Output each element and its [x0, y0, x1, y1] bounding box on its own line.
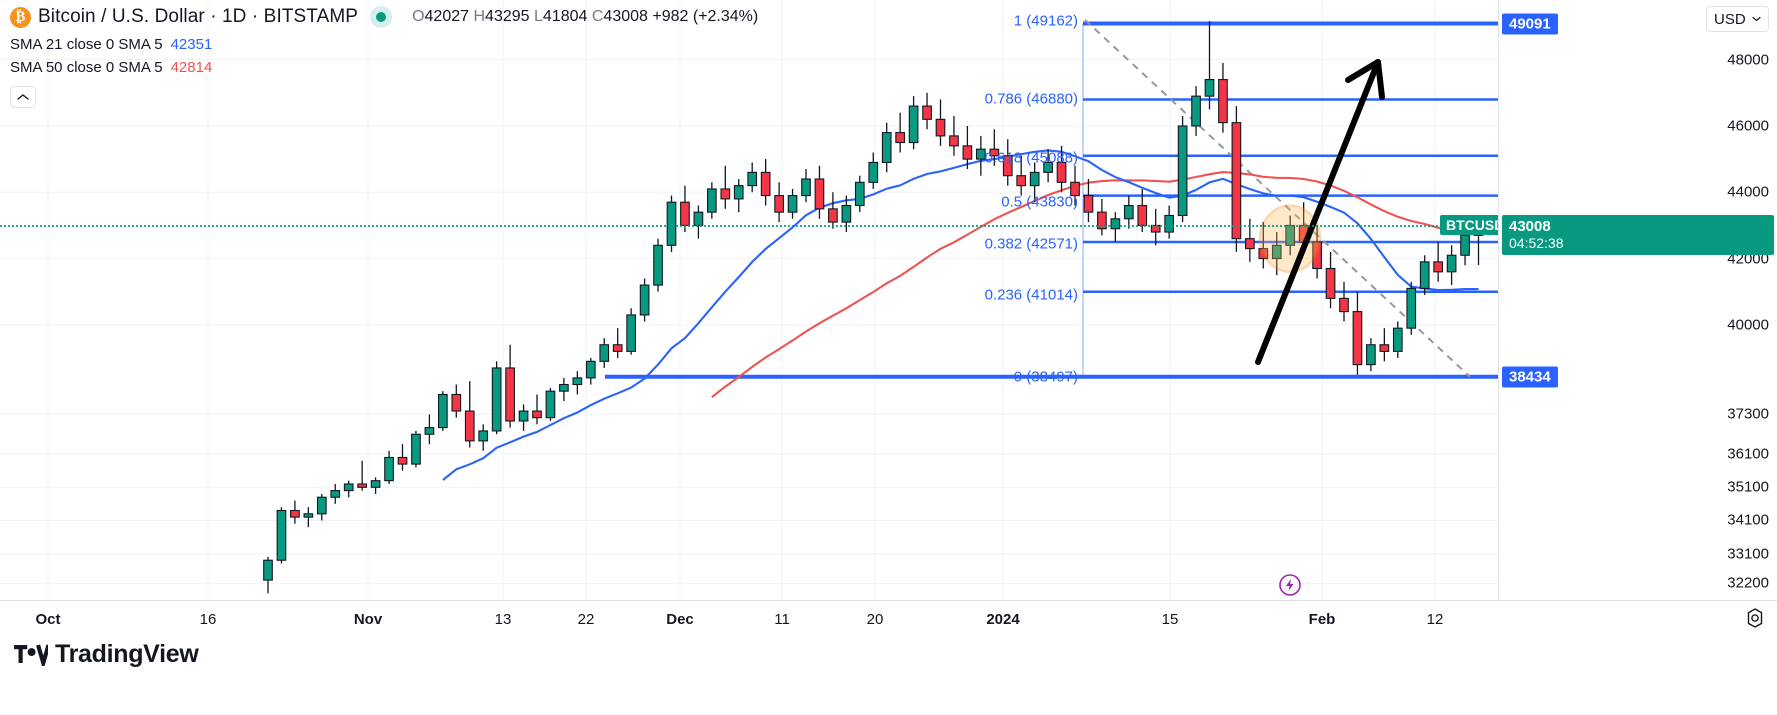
live-price-line [0, 225, 1498, 228]
price-tick: 34100 [1727, 511, 1769, 529]
price-scale[interactable]: 48000 46000 44000 42000 40000 37300 36100 35100… [1498, 0, 1777, 600]
indicator-sma-50[interactable]: SMA 50 close 0 SMA 5 42814 [10, 59, 758, 76]
indicator-sma-21[interactable]: SMA 21 close 0 SMA 5 42351 [10, 36, 758, 53]
price-tick: 36100 [1727, 445, 1769, 463]
chevron-down-icon [1752, 16, 1761, 22]
time-scale[interactable]: Oct 16 Nov 13 22 Dec 11 20 2024 15 Feb 12 [0, 600, 1777, 637]
fib-level-label: 1 (49162) [1013, 12, 1078, 30]
close-label: C [591, 8, 604, 25]
time-tick: Dec [666, 611, 694, 628]
chart-legend: ₿ Bitcoin / U.S. Dollar · 1D · BITSTAMP … [10, 4, 758, 76]
tradingview-logo-icon [14, 644, 48, 666]
time-tick: 22 [577, 611, 595, 628]
chevron-up-icon[interactable] [10, 86, 36, 108]
indicator-sma-21-value: 42351 [170, 36, 213, 53]
tradingview-logo: TradingView [14, 640, 199, 669]
time-tick: Oct [35, 611, 61, 628]
indicator-sma-50-label: SMA 50 close 0 SMA 5 [10, 59, 163, 76]
time-tick: 13 [494, 611, 512, 628]
bitcoin-icon: ₿ [10, 6, 31, 28]
live-price-badge[interactable]: 43008 04:52:38 [1502, 215, 1774, 256]
live-price-countdown: 04:52:38 [1509, 235, 1564, 252]
change-value: +982 (+2.34%) [652, 8, 759, 25]
price-tick: 35100 [1727, 478, 1769, 496]
close-value: 43008 [603, 8, 648, 25]
live-price-value: 43008 [1509, 218, 1551, 236]
fib-level-label: 0.5 (43830) [1001, 193, 1078, 211]
gear-icon[interactable] [1743, 606, 1767, 630]
market-status-indicator[interactable] [370, 6, 393, 28]
fib-level-label: 0.786 (46880) [984, 90, 1078, 108]
time-tick: Nov [353, 611, 383, 628]
time-tick: 20 [866, 611, 884, 628]
time-tick: 11 [774, 611, 790, 628]
high-value: 43295 [485, 8, 530, 25]
market-open-dot [376, 12, 387, 22]
price-tick: 44000 [1727, 183, 1769, 201]
time-tick: 12 [1426, 611, 1444, 628]
open-value: 42027 [424, 8, 470, 25]
price-tick: 32200 [1727, 574, 1769, 592]
fib-level-label: 0.236 (41014) [984, 286, 1078, 304]
price-level-badge[interactable]: 49091 [1502, 13, 1558, 34]
price-tick: 37300 [1727, 405, 1769, 423]
price-level-badge[interactable]: 38434 [1502, 366, 1558, 388]
high-label: H [473, 8, 486, 25]
indicator-sma-21-label: SMA 21 close 0 SMA 5 [10, 36, 163, 53]
indicator-sma-50-value: 42814 [170, 59, 213, 76]
price-tick: 40000 [1727, 316, 1769, 334]
legend-symbol-row: ₿ Bitcoin / U.S. Dollar · 1D · BITSTAMP … [10, 4, 758, 30]
lightning-icon[interactable] [1278, 573, 1302, 597]
candlestick-chart [0, 0, 1498, 600]
chart-plot-area[interactable]: 1 (49162) 0.786 (46880) 0.618 (45088) 0.5 (… [0, 0, 1511, 600]
fib-level-label: 0.382 (42571) [984, 235, 1078, 253]
fib-level-label: 0.618 (45088) [984, 149, 1078, 167]
price-tick: 46000 [1727, 117, 1769, 135]
open-label: O [412, 8, 425, 25]
page-title[interactable]: Bitcoin / U.S. Dollar · 1D · BITSTAMP [38, 6, 359, 27]
live-price-tag: BTCUSD [1440, 215, 1511, 236]
time-tick: Feb [1308, 611, 1336, 628]
time-tick: 2024 [986, 611, 1020, 628]
tradingview-logo-text: TradingView [55, 640, 199, 668]
time-tick: 16 [199, 611, 217, 628]
ohlc-values: O42027 H43295 L41804 C43008 +982 (+2.34%… [412, 8, 758, 26]
currency-selector[interactable]: USD [1706, 6, 1769, 32]
currency-selector-value: USD [1714, 10, 1746, 28]
price-tick: 33100 [1727, 545, 1769, 563]
fib-level-label: 0 (38497) [1013, 368, 1078, 386]
low-value: 41804 [542, 8, 588, 25]
price-tick: 48000 [1727, 51, 1769, 69]
time-tick: 15 [1161, 611, 1179, 628]
low-label: L [534, 8, 543, 25]
